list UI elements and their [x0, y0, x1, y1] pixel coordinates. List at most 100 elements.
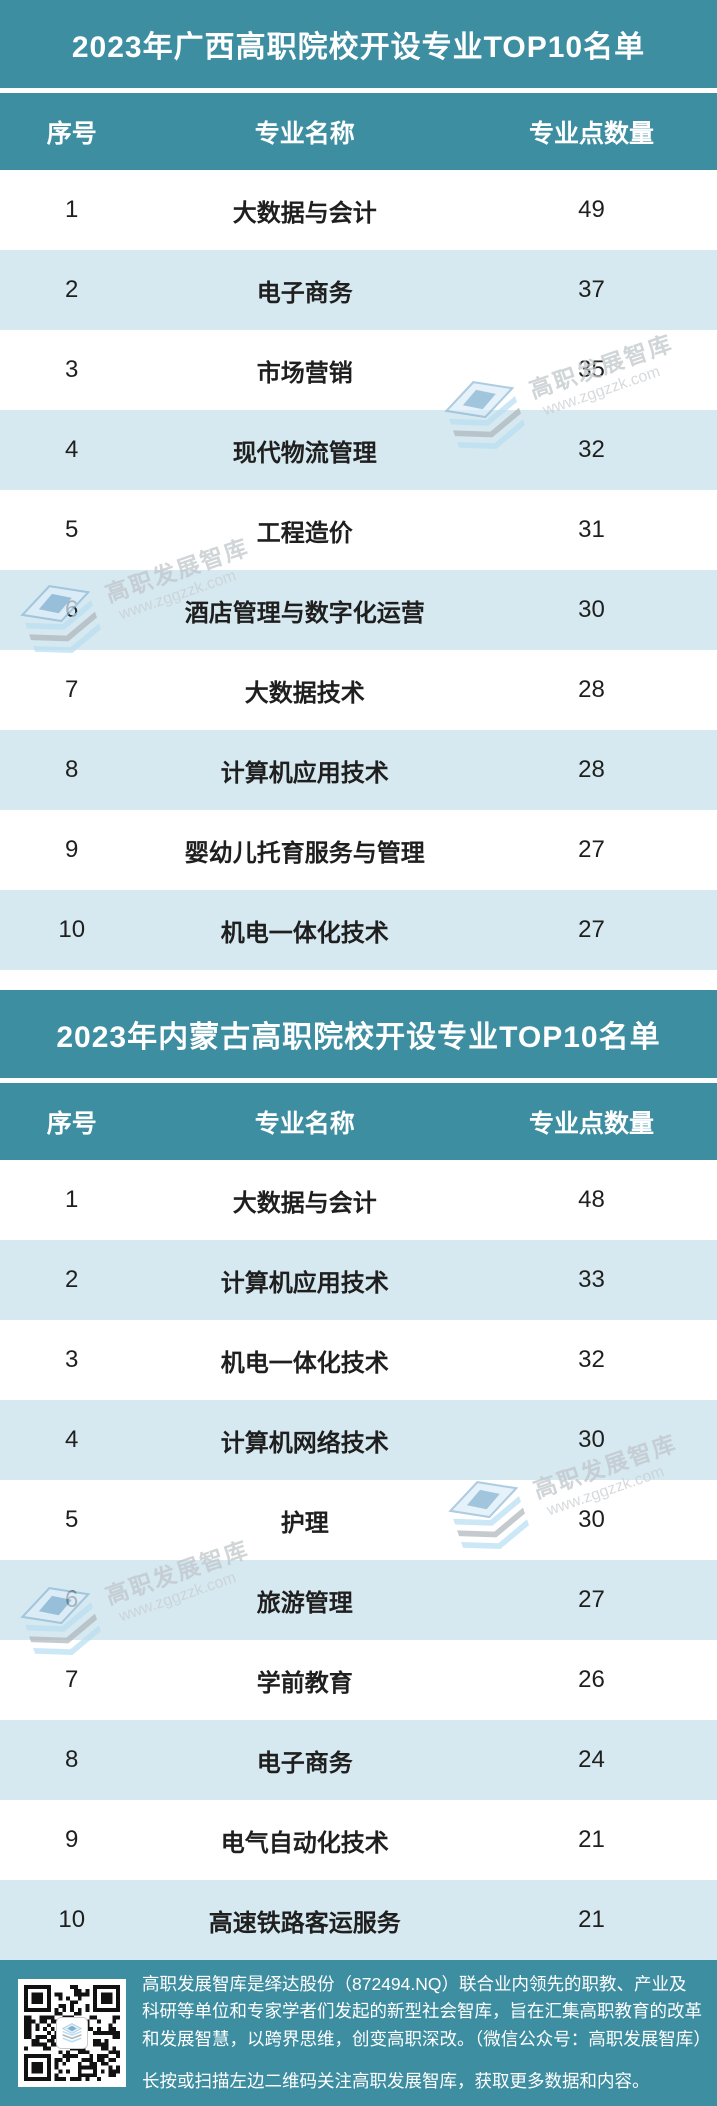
cell-count: 37	[578, 276, 605, 303]
qr-logo	[56, 2017, 88, 2049]
cell-major: 市场营销	[256, 359, 353, 387]
cell-rank: 6	[65, 1586, 79, 1613]
cell-major: 工程造价	[256, 519, 353, 547]
cell-count: 35	[578, 356, 605, 383]
table-neimenggu-top10: 2023年内蒙古高职院校开设专业TOP10名单 序号 专业名称 专业点数量 1 大…	[0, 990, 717, 1960]
table-row: 6 酒店管理与数字化运营 30	[0, 570, 717, 650]
cell-rank: 6	[65, 596, 79, 623]
cell-rank: 9	[65, 1826, 79, 1853]
table-row: 4 现代物流管理 32	[0, 410, 717, 490]
tables-spacer	[0, 970, 717, 990]
cell-count: 21	[578, 1906, 605, 1933]
cell-count: 49	[578, 196, 605, 223]
cell-count: 27	[578, 1586, 605, 1613]
cell-rank: 7	[65, 1666, 79, 1693]
table-row: 1 大数据与会计 49	[0, 170, 717, 250]
header-cell-count: 专业点数量	[528, 1109, 654, 1138]
table-body: 1 大数据与会计 48 2 计算机应用技术 33 3 机电一体化技术 32 4 计算机网络技术 30 5…	[0, 1160, 717, 1960]
cell-rank: 5	[65, 1506, 79, 1533]
cell-rank: 1	[65, 196, 79, 223]
cell-count: 33	[578, 1266, 605, 1293]
qr-code	[18, 1979, 126, 2087]
cell-major: 电气自动化技术	[220, 1829, 389, 1857]
cell-major: 高速铁路客运服务	[208, 1909, 401, 1937]
table-row: 7 学前教育 26	[0, 1640, 717, 1720]
header-cell-major: 专业名称	[254, 119, 355, 148]
table-title-bar: 2023年内蒙古高职院校开设专业TOP10名单	[0, 990, 717, 1078]
cell-rank: 8	[65, 1746, 79, 1773]
cell-major: 大数据与会计	[232, 199, 377, 227]
table-row: 1 大数据与会计 48	[0, 1160, 717, 1240]
cell-count: 32	[578, 436, 605, 463]
table-row: 5 工程造价 31	[0, 490, 717, 570]
cell-count: 28	[578, 676, 605, 703]
cell-major: 电子商务	[256, 1749, 353, 1777]
table-row: 2 电子商务 37	[0, 250, 717, 330]
cell-count: 48	[578, 1186, 605, 1213]
footer-cta: 长按或扫描左边二维码关注高职发展智库，获取更多数据和内容。	[142, 2070, 650, 2091]
cell-count: 30	[578, 1506, 605, 1533]
table-row: 7 大数据技术 28	[0, 650, 717, 730]
table-row: 2 计算机应用技术 33	[0, 1240, 717, 1320]
cell-count: 30	[578, 1426, 605, 1453]
cell-major: 电子商务	[256, 279, 353, 307]
cell-rank: 2	[65, 1266, 79, 1293]
table-row: 10 高速铁路客运服务 21	[0, 1880, 717, 1960]
table-row: 5 护理 30	[0, 1480, 717, 1560]
cell-rank: 1	[65, 1186, 79, 1213]
cell-rank: 9	[65, 836, 79, 863]
table-header-row: 序号 专业名称 专业点数量	[0, 1083, 717, 1160]
table-row: 4 计算机网络技术 30	[0, 1400, 717, 1480]
table-row: 3 市场营销 35	[0, 330, 717, 410]
cell-count: 30	[578, 596, 605, 623]
cell-major: 机电一体化技术	[220, 1349, 389, 1377]
cell-count: 24	[578, 1746, 605, 1773]
cell-major: 婴幼儿托育服务与管理	[184, 839, 425, 867]
cell-major: 计算机网络技术	[220, 1429, 389, 1457]
cell-major: 大数据与会计	[232, 1189, 377, 1217]
cell-rank: 3	[65, 1346, 79, 1373]
header-cell-rank: 序号	[46, 1109, 97, 1138]
cell-count: 27	[578, 916, 605, 943]
table-title: 2023年内蒙古高职院校开设专业TOP10名单	[56, 1021, 661, 1054]
cell-major: 计算机应用技术	[220, 1269, 389, 1297]
cell-major: 现代物流管理	[232, 439, 377, 467]
cell-rank: 10	[58, 1906, 86, 1933]
table-row: 6 旅游管理 27	[0, 1560, 717, 1640]
table-header-row: 序号 专业名称 专业点数量	[0, 93, 717, 170]
cell-rank: 10	[58, 916, 86, 943]
cell-rank: 2	[65, 276, 79, 303]
cell-major: 机电一体化技术	[220, 919, 389, 947]
divider	[0, 88, 717, 93]
layers-logo-icon	[61, 2023, 83, 2044]
divider	[0, 1078, 717, 1083]
cell-rank: 8	[65, 756, 79, 783]
cell-major: 酒店管理与数字化运营	[184, 599, 425, 627]
table-row: 8 计算机应用技术 28	[0, 730, 717, 810]
table-row: 9 婴幼儿托育服务与管理 27	[0, 810, 717, 890]
cell-count: 28	[578, 756, 605, 783]
cell-major: 护理	[280, 1509, 329, 1537]
cell-rank: 3	[65, 356, 79, 383]
cell-major: 旅游管理	[256, 1589, 353, 1617]
table-row: 3 机电一体化技术 32	[0, 1320, 717, 1400]
table-title-bar: 2023年广西高职院校开设专业TOP10名单	[0, 0, 717, 88]
footer-about: 高职发展智库是绎达股份（872494.NQ）联合业内领先的职教、产业及科研等单位…	[142, 1973, 711, 2049]
cell-rank: 7	[65, 676, 79, 703]
footer-text: 高职发展智库是绎达股份（872494.NQ）联合业内领先的职教、产业及科研等单位…	[142, 1971, 711, 2096]
table-guangxi-top10: 2023年广西高职院校开设专业TOP10名单 序号 专业名称 专业点数量 1 大数…	[0, 0, 717, 970]
header-cell-count: 专业点数量	[528, 119, 654, 148]
cell-count: 21	[578, 1826, 605, 1853]
cell-major: 计算机应用技术	[220, 759, 389, 787]
table-title: 2023年广西高职院校开设专业TOP10名单	[71, 31, 646, 64]
header-cell-major: 专业名称	[254, 1109, 355, 1138]
header-cell-rank: 序号	[46, 119, 97, 148]
table-row: 9 电气自动化技术 21	[0, 1800, 717, 1880]
cell-rank: 5	[65, 516, 79, 543]
table-row: 8 电子商务 24	[0, 1720, 717, 1800]
cell-rank: 4	[65, 1426, 79, 1453]
footer: 高职发展智库是绎达股份（872494.NQ）联合业内领先的职教、产业及科研等单位…	[0, 1960, 717, 2106]
cell-count: 31	[578, 516, 605, 543]
cell-major: 大数据技术	[244, 679, 365, 707]
